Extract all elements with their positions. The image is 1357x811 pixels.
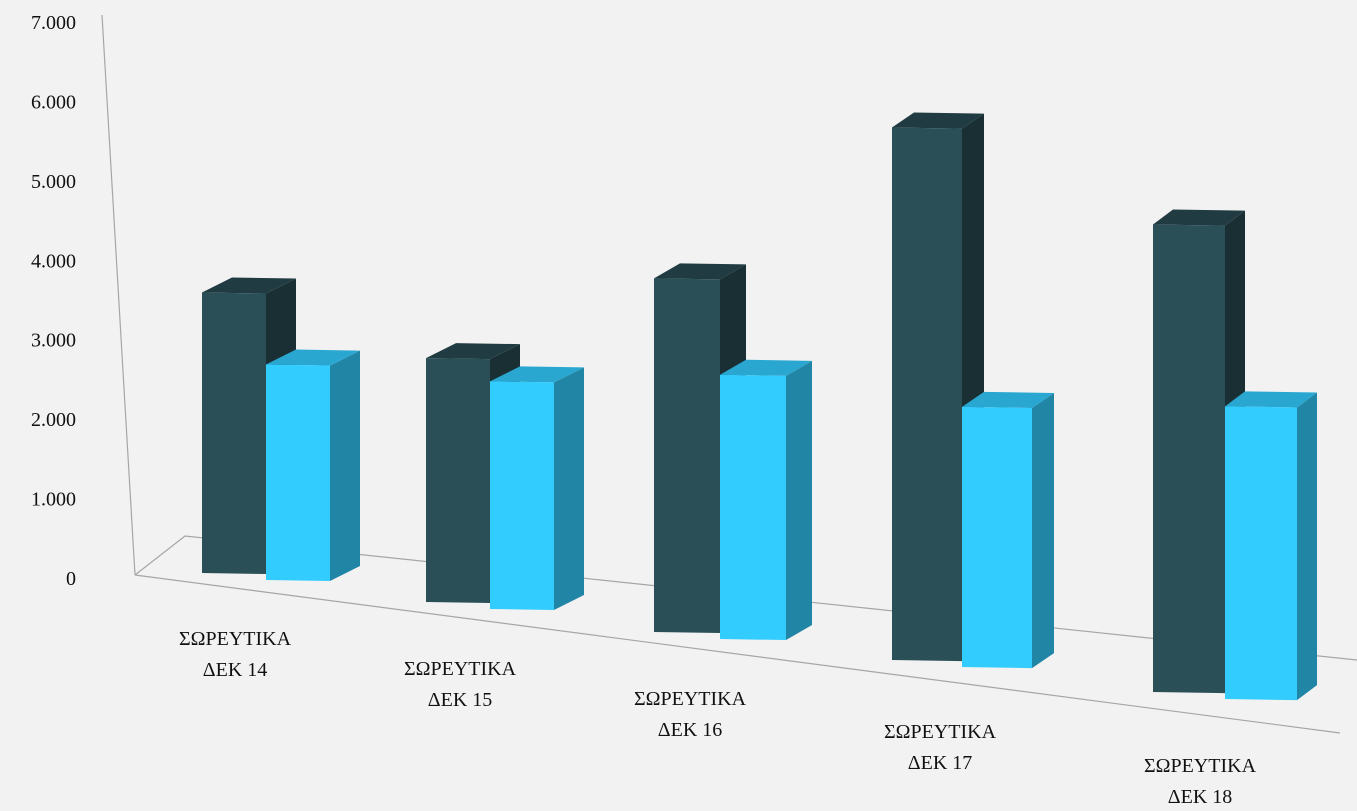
bar-front-face: [962, 406, 1032, 669]
bar-side-face: [1032, 392, 1054, 669]
bar-top-face: [1153, 209, 1245, 226]
bar-front-face: [266, 364, 330, 582]
bar-top-face: [654, 263, 746, 280]
bar: [1225, 391, 1317, 701]
x-category-label: ΣΩΡΕΥΤΙΚΑ ΔΕΚ 14: [179, 628, 292, 681]
bar-top-face: [962, 391, 1054, 408]
bar-front-face: [490, 381, 554, 611]
y-tick-label: 1.000: [31, 489, 76, 511]
x-category-label-line: ΣΩΡΕΥΤΙΚΑ: [179, 628, 292, 650]
axes: 0 1.000 2.000 3.000 4.000 5.000 6.000 7.000: [31, 12, 1357, 734]
bar-side-face: [1297, 392, 1317, 701]
x-category-label: ΣΩΡΕΥΤΙΚΑ ΔΕΚ 16: [634, 688, 747, 741]
x-category-label-line: ΣΩΡΕΥΤΙΚΑ: [1144, 755, 1257, 777]
x-category-label-line: ΣΩΡΕΥΤΙΚΑ: [884, 721, 997, 743]
bar-side-face: [786, 360, 812, 641]
x-category-label-line: ΔΕΚ 17: [908, 752, 973, 774]
bar-top-face: [202, 277, 296, 294]
bar-top-face: [490, 366, 584, 383]
bar: [266, 349, 360, 582]
y-tick-label: 7.000: [31, 12, 76, 34]
bar-front-face: [202, 292, 266, 575]
y-tick-label: 5.000: [31, 171, 76, 193]
bar-side-face: [330, 350, 360, 582]
x-category-label-line: ΔΕΚ 18: [1168, 786, 1233, 808]
bar-top-face: [1225, 391, 1317, 408]
x-category-label-line: ΣΩΡΕΥΤΙΚΑ: [634, 688, 747, 710]
y-tick-label: 2.000: [31, 409, 76, 431]
x-category-label-line: ΔΕΚ 14: [203, 659, 268, 681]
bar: [490, 366, 584, 611]
labels: ΣΩΡΕΥΤΙΚΑ ΔΕΚ 14 ΣΩΡΕΥΤΙΚΑ ΔΕΚ 15 ΣΩΡΕΥΤΙΚΑ Δ…: [179, 628, 1257, 808]
y-tick-label: 0: [66, 568, 76, 590]
bar-top-face: [266, 349, 360, 366]
x-category-label: ΣΩΡΕΥΤΙΚΑ ΔΕΚ 15: [404, 658, 517, 711]
bar-front-face: [426, 358, 490, 604]
y-tick-label: 4.000: [31, 250, 76, 272]
bars: [202, 112, 1317, 701]
bar-front-face: [654, 278, 720, 634]
y-tick-label: 3.000: [31, 330, 76, 352]
x-category-label-line: ΔΕΚ 15: [428, 689, 493, 711]
x-category-label-line: ΔΕΚ 16: [658, 719, 723, 741]
x-category-label: ΣΩΡΕΥΤΙΚΑ ΔΕΚ 17: [884, 721, 997, 774]
bar: [720, 359, 812, 641]
bar-top-face: [892, 112, 984, 129]
bar-side-face: [554, 367, 584, 611]
x-category-label-line: ΣΩΡΕΥΤΙΚΑ: [404, 658, 517, 680]
value-axis-line: [101, 14, 136, 576]
bar-front-face: [1153, 224, 1225, 694]
y-tick-label: 6.000: [31, 91, 76, 113]
bar-front-face: [1225, 406, 1297, 701]
x-category-label: ΣΩΡΕΥΤΙΚΑ ΔΕΚ 18: [1144, 755, 1257, 808]
bar-top-face: [720, 359, 812, 376]
bar-front-face: [892, 127, 962, 662]
bar-top-face: [426, 343, 520, 360]
floor-front-edge: [134, 574, 1341, 734]
bar: [962, 391, 1054, 669]
bar-front-face: [720, 374, 786, 641]
